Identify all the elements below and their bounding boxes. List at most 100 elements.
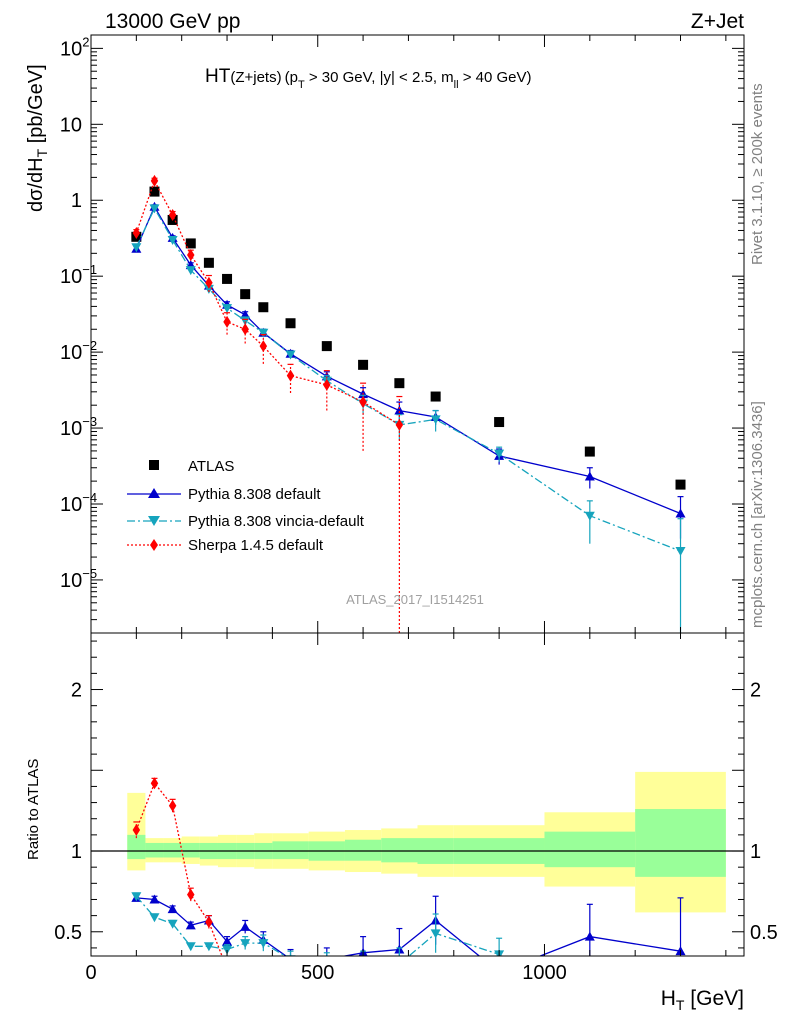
main-point-sherpa-1-4-5-default [323, 378, 331, 391]
ratio-band-inner [344, 839, 382, 861]
ratio-ytick-label-right: 2 [750, 680, 761, 702]
title-paren: (Z+jets) [230, 69, 281, 86]
ratio-band-inner [635, 809, 726, 877]
main-ytick-label: 1 [71, 190, 82, 212]
main-point-pythia-8-308-vincia-default [131, 243, 142, 253]
main-point-atlas [394, 378, 405, 389]
ratio-ytick-label-left: 1 [71, 841, 82, 863]
main-point-sherpa-1-4-5-default [168, 208, 177, 221]
main-point-atlas [675, 479, 686, 490]
xlabel-unit: [GeV] [684, 987, 744, 1010]
main-point-pythia-8-308-vincia-default [584, 511, 595, 521]
main-point-pythia-8-308-vincia-default [430, 415, 441, 425]
xlabel-sub: T [676, 997, 685, 1013]
ratio-point-pythia-8-308-vincia-default [258, 939, 269, 949]
ratio-point-sherpa-1-4-5-default [187, 888, 195, 901]
ratio-line-sherpa-1-4-5-default [135, 781, 223, 956]
main-point-atlas [321, 341, 332, 352]
main-point-pythia-8-308-vincia-default [494, 449, 505, 459]
title-base: HT [205, 66, 231, 87]
rivet-label: Rivet 3.1.10, ≥ 200k events [749, 83, 766, 265]
ratio-point-pythia-8-308-vincia-default [430, 929, 441, 939]
header-right-label: Z+Jet [691, 10, 744, 33]
header-left-label: 13000 GeV pp [105, 10, 240, 33]
main-point-atlas [203, 257, 214, 268]
main-point-pythia-8-308-default [394, 405, 405, 415]
main-point-atlas [285, 318, 296, 329]
main-point-pythia-8-308-default [584, 471, 595, 481]
main-ytick-label: 10−5 [60, 566, 97, 592]
ratio-panel: 0.5 0.5 1 1 2 2 0 500 1000 Ratio to ATLAS HT [Ge… [25, 632, 778, 1013]
main-point-sherpa-1-4-5-default [286, 369, 295, 382]
ratio-xlabel: HT [GeV] [661, 987, 744, 1013]
ylabel-unit: [pb/GeV] [25, 64, 47, 149]
main-point-pythia-8-308-vincia-default [258, 328, 269, 338]
ratio-point-pythia-8-308-default [149, 894, 160, 904]
ratio-band-inner [181, 842, 200, 858]
main-point-atlas [222, 273, 233, 284]
ratio-series-pythia-8-308-default [131, 892, 686, 956]
main-point-pythia-8-308-vincia-default [285, 350, 296, 360]
main-point-pythia-8-308-vincia-default [185, 266, 196, 276]
ratio-uncertainty-bands [127, 771, 726, 913]
main-axes: 102 10 1 10−1 10−2 10−3 10−4 10−5 [60, 34, 744, 634]
main-title: HT(Z+jets) (pT > 30 GeV, |y| < 2.5, mll >… [205, 66, 532, 91]
legend: ATLAS Pythia 8.308 default Pythia 8.308 … [127, 458, 365, 554]
ratio-band-inner [381, 838, 418, 863]
ratio-point-pythia-8-308-default [167, 904, 178, 914]
ratio-band-inner [145, 842, 164, 858]
main-point-sherpa-1-4-5-default [187, 249, 195, 262]
ratio-band-inner [272, 841, 309, 860]
xlabel-main: H [661, 987, 676, 1010]
ylabel-sub: T [34, 148, 50, 157]
main-point-sherpa-1-4-5-default [132, 227, 141, 240]
ratio-axes: 0.5 0.5 1 1 2 2 0 500 1000 [54, 633, 778, 984]
ratio-point-pythia-8-308-default [222, 936, 233, 946]
main-point-pythia-8-308-vincia-default [203, 284, 214, 294]
main-point-sherpa-1-4-5-default [395, 418, 404, 431]
legend-marker-sherpa [150, 539, 158, 551]
main-ytick-label: 10−2 [60, 338, 97, 364]
analysis-watermark: ATLAS_2017_I1514251 [346, 592, 484, 607]
ratio-point-pythia-8-308-vincia-default [167, 919, 178, 929]
main-point-atlas [358, 359, 369, 370]
main-point-pythia-8-308-vincia-default [222, 304, 233, 314]
main-ytick-label: 10−3 [60, 414, 97, 440]
title-p-sub: T [298, 79, 305, 91]
ratio-point-sherpa-1-4-5-default [150, 777, 159, 790]
ylabel-main: dσ/dH [25, 157, 47, 212]
legend-label-pythia: Pythia 8.308 default [188, 486, 321, 503]
main-point-atlas [494, 417, 505, 428]
ratio-line-pythia-8-308-default [136, 897, 681, 956]
ratio-point-pythia-8-308-vincia-default [185, 942, 196, 952]
ratio-point-pythia-8-308-default [240, 921, 251, 931]
main-point-atlas [430, 391, 441, 402]
main-point-sherpa-1-4-5-default [259, 340, 268, 353]
main-point-sherpa-1-4-5-default [150, 174, 159, 187]
ratio-line-pythia-8-308-vincia-default [135, 895, 500, 956]
legend-entry-atlas: ATLAS [149, 458, 234, 475]
legend-label-sherpa: Sherpa 1.4.5 default [188, 537, 324, 554]
ratio-point-pythia-8-308-vincia-default [240, 939, 251, 949]
ratio-band-inner [163, 842, 182, 858]
main-line-pythia-8-308-vincia-default [135, 206, 681, 552]
ratio-series-sherpa-1-4-5-default [132, 777, 223, 956]
main-point-sherpa-1-4-5-default [241, 323, 249, 336]
ratio-band-inner [544, 831, 636, 868]
main-point-atlas [185, 238, 196, 249]
legend-marker-vincia [148, 516, 160, 526]
main-ytick-label: 102 [60, 34, 89, 60]
mcplots-label: mcplots.cern.ch [arXiv:1306.3436] [749, 401, 766, 628]
ratio-point-pythia-8-308-default [584, 931, 595, 941]
main-point-pythia-8-308-vincia-default [167, 235, 178, 245]
main-point-atlas [258, 302, 269, 313]
legend-entry-pythia: Pythia 8.308 default [127, 486, 321, 503]
ratio-point-pythia-8-308-vincia-default [131, 892, 142, 902]
main-point-pythia-8-308-vincia-default [675, 547, 686, 557]
ratio-xtick-label: 500 [301, 962, 334, 984]
legend-label-vincia: Pythia 8.308 vincia-default [188, 513, 365, 530]
main-series-atlas [131, 186, 686, 490]
ratio-point-pythia-8-308-default [185, 920, 196, 930]
